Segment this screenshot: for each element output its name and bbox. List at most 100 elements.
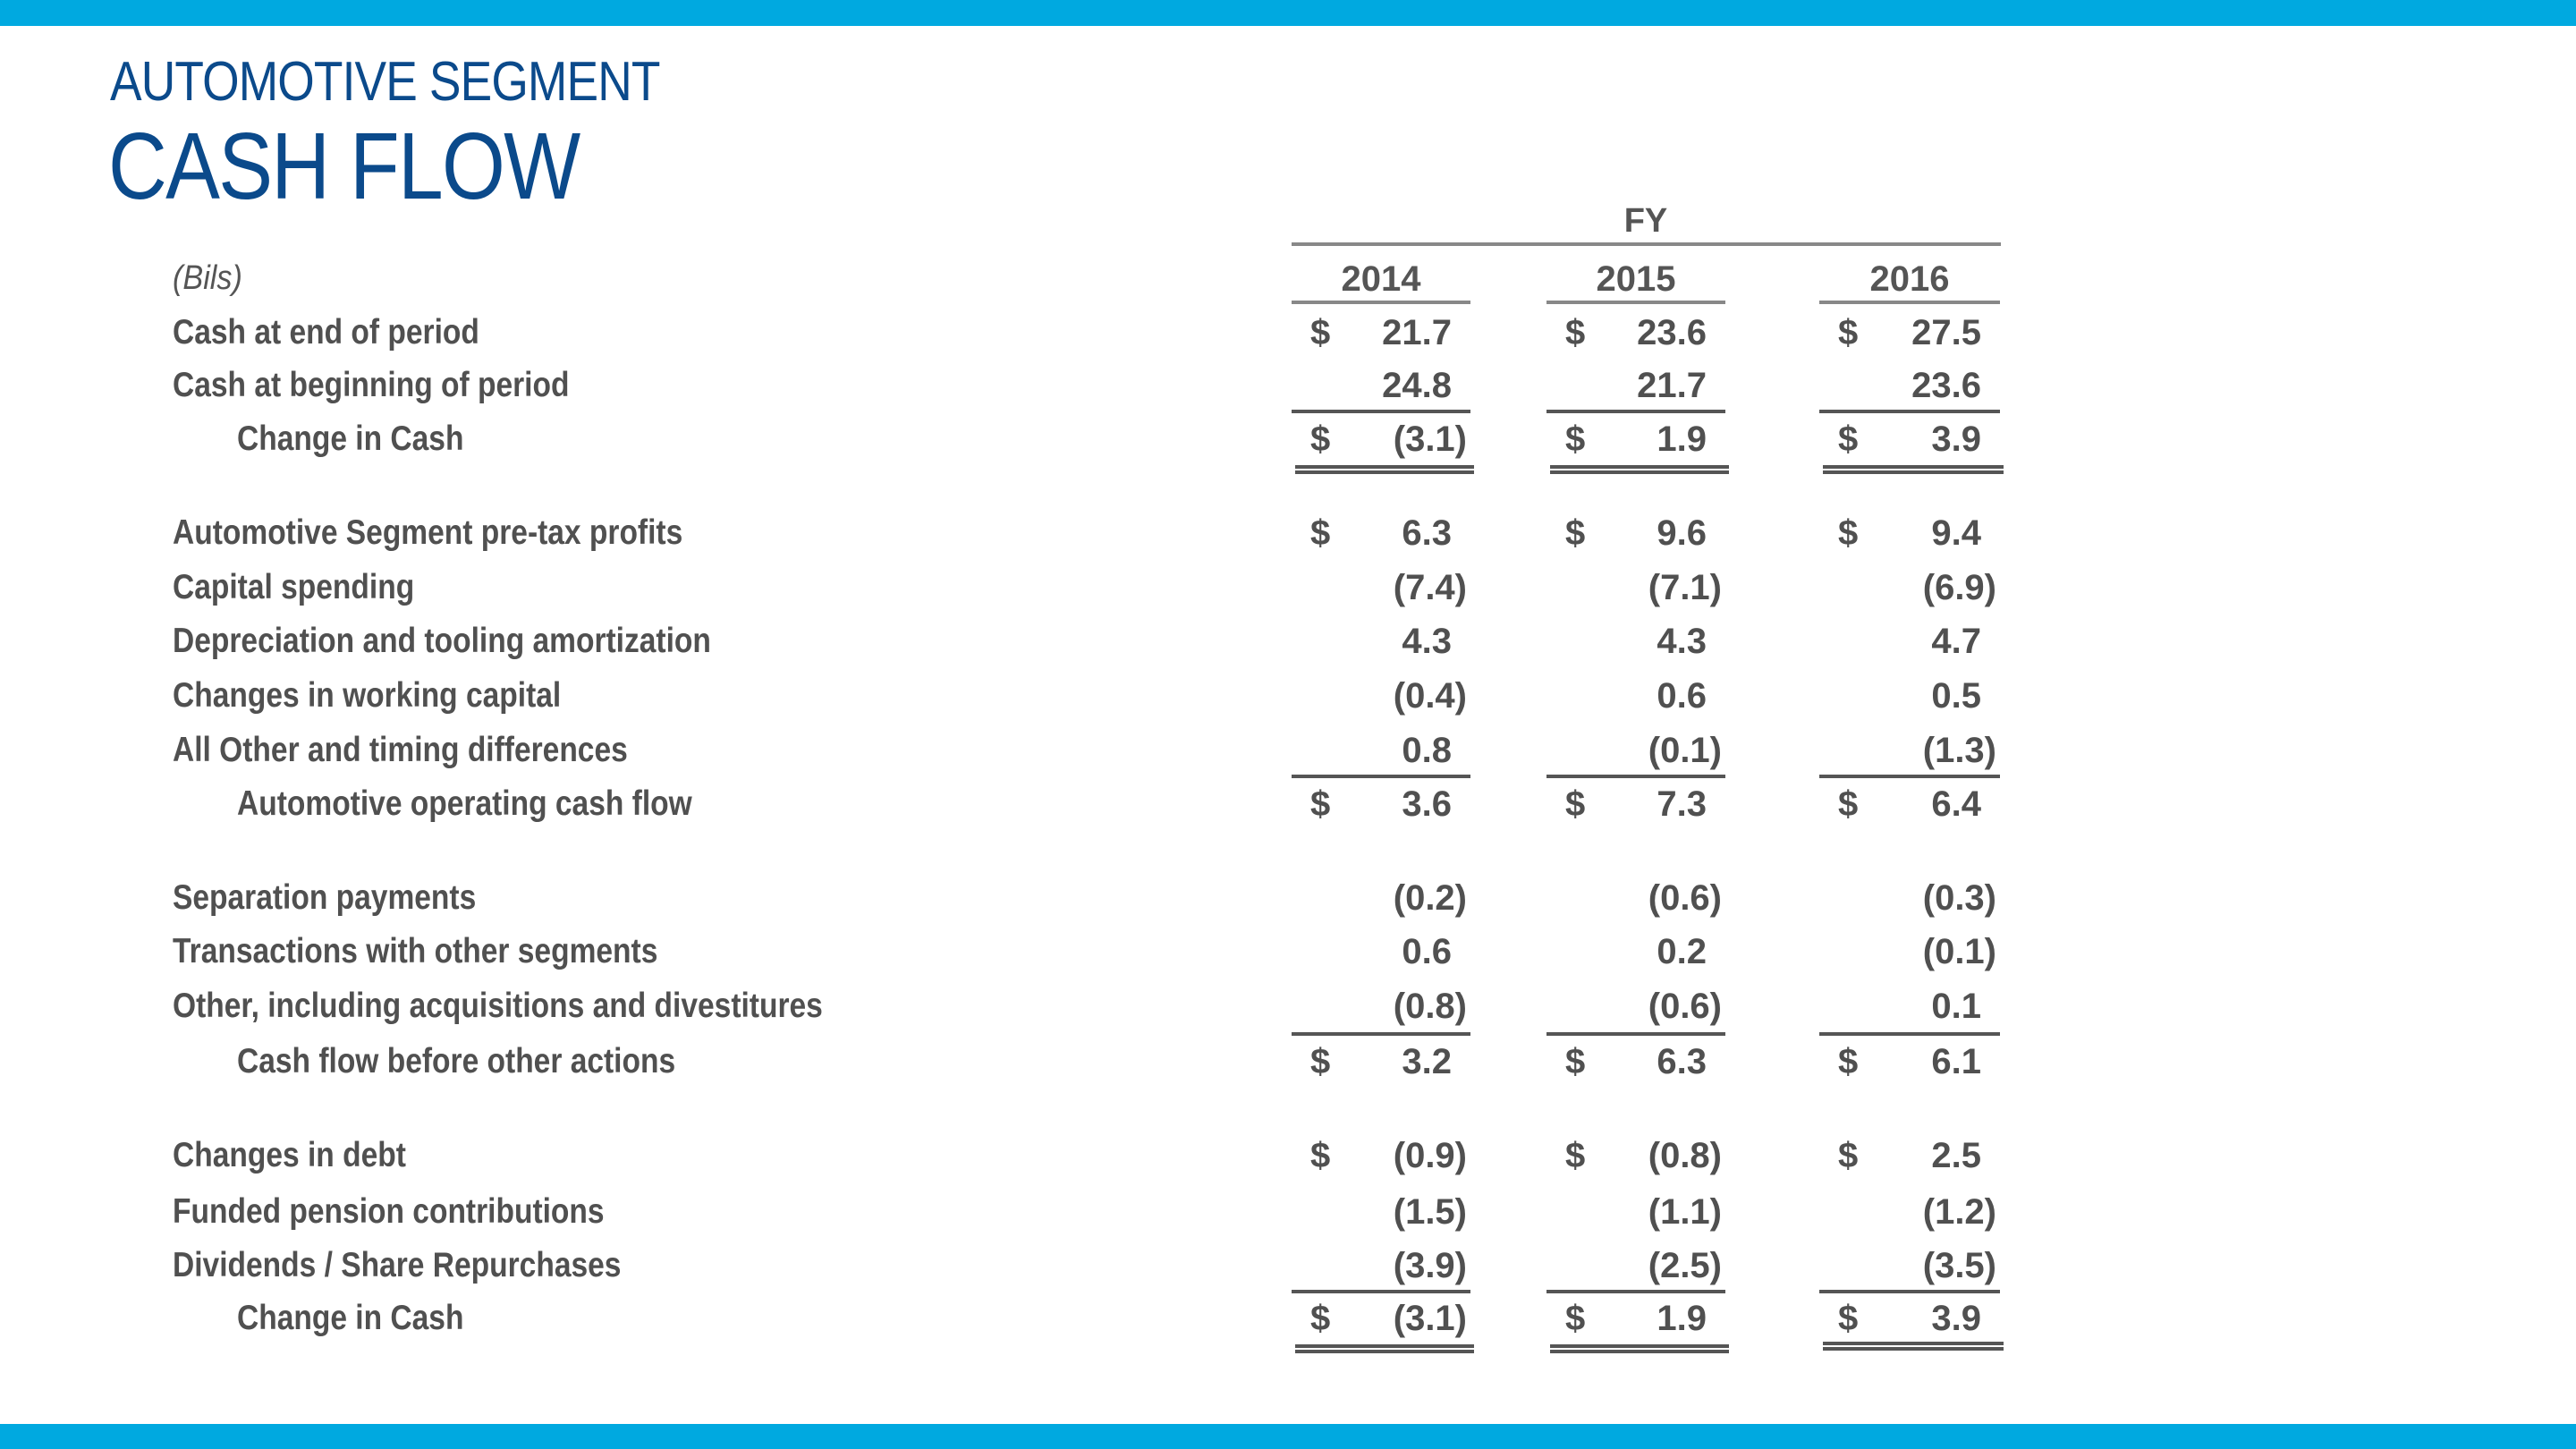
row-label: Funded pension contributions: [173, 1192, 605, 1231]
cell-value-2014: (3.1): [1393, 419, 1467, 459]
cell-value-2014: (3.1): [1393, 1299, 1467, 1338]
row-label: Changes in debt: [173, 1136, 406, 1174]
fiscal-year-header-rule: [1292, 242, 2001, 246]
column-header-2015: 2015: [1596, 259, 1676, 299]
currency-symbol: $: [1565, 1042, 1586, 1081]
subtotal-rule: [1292, 1290, 1470, 1293]
cell-value-2016: 27.5: [1911, 313, 1981, 352]
row-label: Change in Cash: [237, 1299, 464, 1337]
cell-value-2014: 6.3: [1402, 513, 1452, 553]
cell-value-2014: 21.7: [1382, 313, 1452, 352]
row-label: Change in Cash: [237, 419, 464, 458]
cell-value-2016: 3.9: [1931, 419, 1981, 459]
total-double-rule: [1550, 465, 1729, 474]
row-label: Cash at beginning of period: [173, 366, 570, 404]
row-label: Capital spending: [173, 568, 415, 606]
total-double-rule: [1823, 1342, 2004, 1351]
cell-value-2014: 0.6: [1402, 932, 1452, 971]
row-label: Cash at end of period: [173, 313, 479, 352]
cell-value-2015: 23.6: [1637, 313, 1707, 352]
cell-value-2014: (1.5): [1393, 1192, 1467, 1232]
cell-value-2016: (3.5): [1922, 1246, 1996, 1285]
currency-symbol: $: [1565, 784, 1586, 824]
currency-symbol: $: [1565, 513, 1586, 553]
currency-symbol: $: [1310, 1042, 1331, 1081]
row-label: Transactions with other segments: [173, 932, 658, 970]
currency-symbol: $: [1310, 1299, 1331, 1338]
column-header-2016: 2016: [1869, 259, 1950, 299]
cell-value-2016: 9.4: [1931, 513, 1981, 553]
cell-value-2016: 4.7: [1931, 622, 1981, 661]
cell-value-2015: (2.5): [1648, 1246, 1722, 1285]
currency-symbol: $: [1565, 313, 1586, 352]
top-accent-bar: [0, 0, 2576, 26]
currency-symbol: $: [1838, 784, 1859, 824]
slide-subtitle: AUTOMOTIVE SEGMENT: [110, 51, 660, 113]
cell-value-2016: 0.5: [1931, 676, 1981, 716]
cell-value-2015: 0.2: [1657, 932, 1707, 971]
cell-value-2014: (3.9): [1393, 1246, 1467, 1285]
bottom-accent-bar: [0, 1424, 2576, 1449]
cell-value-2015: (0.8): [1648, 1136, 1722, 1175]
cell-value-2016: (0.3): [1922, 878, 1996, 918]
cell-value-2015: (0.1): [1648, 731, 1722, 770]
subtotal-rule: [1546, 775, 1725, 778]
cell-value-2015: 9.6: [1657, 513, 1707, 553]
currency-symbol: $: [1310, 313, 1331, 352]
cell-value-2015: (0.6): [1648, 878, 1722, 918]
cell-value-2015: 1.9: [1657, 419, 1707, 459]
total-double-rule: [1823, 465, 2004, 474]
subtotal-rule: [1292, 775, 1470, 778]
cell-value-2014: (0.4): [1393, 676, 1467, 716]
subtotal-rule: [1819, 410, 2000, 413]
cell-value-2015: (1.1): [1648, 1192, 1722, 1232]
currency-symbol: $: [1310, 1136, 1331, 1175]
currency-symbol: $: [1565, 1136, 1586, 1175]
subtotal-rule: [1819, 1032, 2000, 1036]
cell-value-2016: 0.1: [1931, 987, 1981, 1026]
row-label: Cash flow before other actions: [237, 1042, 676, 1080]
currency-symbol: $: [1310, 513, 1331, 553]
cell-value-2016: 23.6: [1911, 366, 1981, 405]
currency-symbol: $: [1310, 419, 1331, 459]
cell-value-2015: 21.7: [1637, 366, 1707, 405]
currency-symbol: $: [1838, 1136, 1859, 1175]
cell-value-2015: (7.1): [1648, 568, 1722, 607]
cell-value-2014: (0.9): [1393, 1136, 1467, 1175]
fiscal-year-header: FY: [1623, 202, 1668, 240]
cell-value-2016: (0.1): [1922, 932, 1996, 971]
subtotal-rule: [1546, 410, 1725, 413]
cell-value-2014: 0.8: [1402, 731, 1452, 770]
currency-symbol: $: [1838, 419, 1859, 459]
row-label: Other, including acquisitions and divest…: [173, 987, 823, 1025]
total-double-rule: [1295, 465, 1474, 474]
cell-value-2015: 4.3: [1657, 622, 1707, 661]
currency-symbol: $: [1565, 1299, 1586, 1338]
cell-value-2015: 1.9: [1657, 1299, 1707, 1338]
cell-value-2016: (6.9): [1922, 568, 1996, 607]
column-header-rule-2016: [1819, 301, 2000, 304]
subtotal-rule: [1546, 1290, 1725, 1293]
row-label: Automotive operating cash flow: [237, 784, 692, 823]
currency-symbol: $: [1565, 419, 1586, 459]
currency-symbol: $: [1838, 513, 1859, 553]
cell-value-2014: 4.3: [1402, 622, 1452, 661]
cell-value-2015: 7.3: [1657, 784, 1707, 824]
currency-symbol: $: [1838, 1299, 1859, 1338]
row-label: Automotive Segment pre-tax profits: [173, 513, 683, 552]
cell-value-2015: 0.6: [1657, 676, 1707, 716]
cell-value-2016: 6.1: [1931, 1042, 1981, 1081]
total-double-rule: [1550, 1344, 1729, 1353]
units-label: (Bils): [173, 259, 242, 297]
row-label: Changes in working capital: [173, 676, 562, 715]
cell-value-2016: (1.2): [1922, 1192, 1996, 1232]
currency-symbol: $: [1838, 1042, 1859, 1081]
row-label: Depreciation and tooling amortization: [173, 622, 711, 660]
column-header-2014: 2014: [1341, 259, 1421, 299]
total-double-rule: [1295, 1344, 1474, 1353]
column-header-rule-2015: [1546, 301, 1725, 304]
row-label: Dividends / Share Repurchases: [173, 1246, 622, 1284]
cell-value-2015: (0.6): [1648, 987, 1722, 1026]
cell-value-2014: (0.8): [1393, 987, 1467, 1026]
currency-symbol: $: [1310, 784, 1331, 824]
